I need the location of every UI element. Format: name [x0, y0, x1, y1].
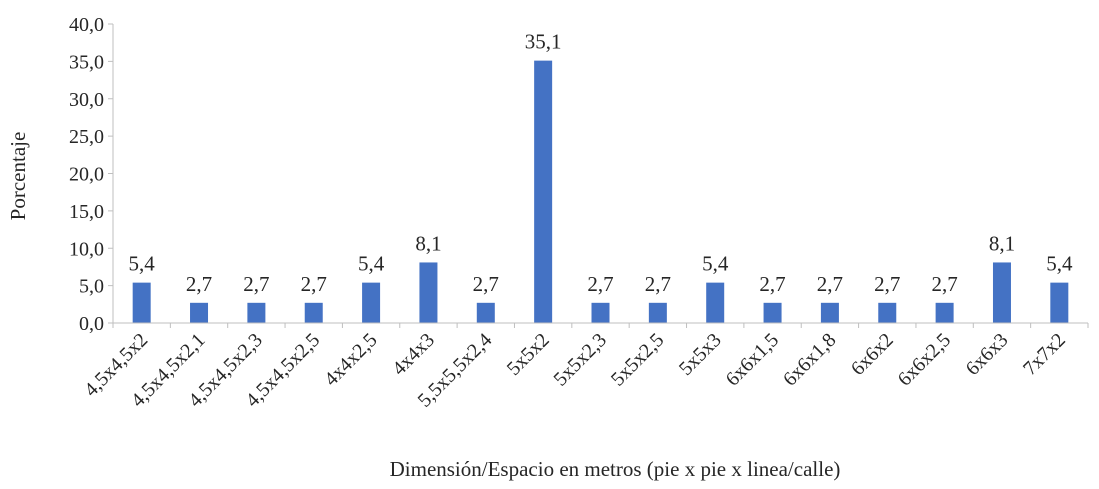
x-tick-label: 5x5x2	[503, 329, 554, 380]
data-label: 2,7	[931, 272, 957, 296]
y-tick-label: 25,0	[69, 126, 104, 148]
bar	[1050, 283, 1068, 323]
data-label: 2,7	[817, 272, 843, 296]
data-label: 2,7	[645, 272, 671, 296]
bar	[305, 303, 323, 323]
bar	[936, 303, 954, 323]
data-label: 8,1	[415, 231, 441, 255]
data-label: 2,7	[473, 272, 499, 296]
data-label: 5,4	[1046, 252, 1073, 276]
data-label: 2,7	[759, 272, 785, 296]
bar	[190, 303, 208, 323]
x-tick-label: 4x4x3	[388, 329, 439, 380]
x-tick-label: 5x5x2,5	[607, 329, 669, 391]
bar	[477, 303, 495, 323]
data-label: 2,7	[186, 272, 212, 296]
x-tick-label: 4x4x2,5	[320, 329, 382, 391]
bar	[247, 303, 265, 323]
bar	[133, 283, 151, 323]
data-label: 5,4	[129, 252, 156, 276]
bar	[534, 61, 552, 323]
y-tick-label: 30,0	[69, 89, 104, 111]
bar	[592, 303, 610, 323]
y-axis-label: Porcentaje	[6, 132, 30, 221]
x-axis-ticks: 4,5x4,5x24,5x4,5x2,14,5x4,5x2,34,5x4,5x2…	[80, 329, 1070, 412]
x-tick-label: 6x6x2,5	[894, 329, 956, 391]
bar	[878, 303, 896, 323]
y-tick-label: 10,0	[69, 238, 104, 260]
x-tick-label: 5x5x3	[675, 329, 726, 380]
data-label: 2,7	[301, 272, 327, 296]
x-tick-label: 6x6x2	[847, 329, 898, 380]
bar	[993, 262, 1011, 323]
x-tick-label: 6x6x1,5	[722, 329, 784, 391]
y-axis-ticks: 0,0 5,0 10,0 15,0 20,0 25,0 30,0 35,0 40,0	[69, 14, 113, 335]
x-tick-label: 7x7x2	[1019, 329, 1070, 380]
bar	[362, 283, 380, 323]
y-tick-label: 20,0	[69, 164, 104, 186]
x-tick-label: 5x5x2,3	[550, 329, 612, 391]
x-tick-label: 6x6x1,8	[779, 329, 841, 391]
data-label: 8,1	[989, 231, 1015, 255]
data-label: 35,1	[525, 30, 562, 54]
data-label: 2,7	[587, 272, 613, 296]
y-tick-label: 5,0	[79, 276, 104, 298]
bar	[706, 283, 724, 323]
bar	[764, 303, 782, 323]
data-labels: 5,4 2,7 2,7 2,7 5,4 8,1 2,7 35,1 2,7 2,7 5,4 2,7 2,7…	[129, 30, 1073, 296]
y-tick-label: 15,0	[69, 201, 104, 223]
data-label: 5,4	[702, 252, 729, 276]
data-label: 2,7	[874, 272, 900, 296]
bar	[821, 303, 839, 323]
bar	[649, 303, 667, 323]
data-label: 2,7	[243, 272, 269, 296]
bar	[419, 262, 437, 323]
x-axis-label: Dimensión/Espacio en metros (pie x pie x…	[390, 457, 841, 481]
data-label: 5,4	[358, 252, 385, 276]
x-tick-label: 6x6x3	[962, 329, 1013, 380]
y-tick-label: 35,0	[69, 51, 104, 73]
y-tick-label: 40,0	[69, 14, 104, 36]
y-tick-label: 0,0	[79, 313, 104, 335]
